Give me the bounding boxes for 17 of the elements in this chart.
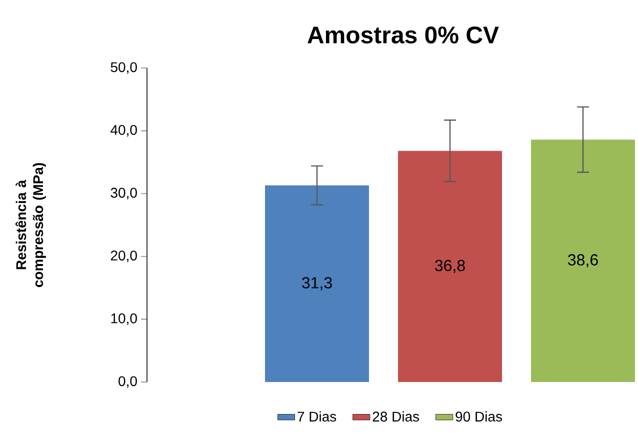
- y-tick-label: 0,0: [118, 376, 137, 388]
- legend-label: 7 Dias: [298, 411, 336, 422]
- y-tick-label: 30,0: [110, 188, 137, 200]
- y-tick-label: 10,0: [111, 313, 137, 325]
- data-label: 38,6: [568, 254, 598, 268]
- bar: [265, 185, 369, 382]
- y-axis-title: Resistência à compressão (MPa): [16, 163, 46, 288]
- y-tick-label: 50,0: [110, 62, 137, 74]
- chart-title: Amostras 0% CV: [308, 26, 499, 44]
- data-label: 31,3: [302, 277, 332, 290]
- legend-label: 90 Dias: [456, 411, 502, 422]
- y-tick-label: 40,0: [110, 124, 137, 137]
- y-tick-label: 20,0: [110, 250, 137, 262]
- data-label: 36,8: [435, 260, 465, 274]
- bar: [398, 150, 502, 382]
- legend-label: 28 Dias: [372, 411, 420, 422]
- bar: [530, 140, 635, 382]
